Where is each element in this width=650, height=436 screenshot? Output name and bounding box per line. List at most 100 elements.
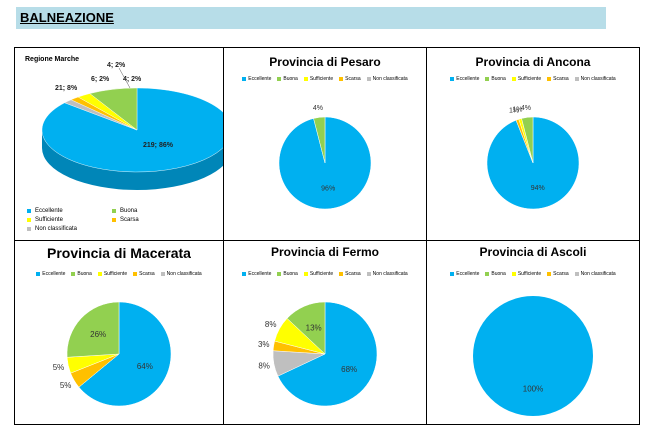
legend-label: Sufficiente	[309, 76, 334, 82]
legend-item: Scarsa	[339, 76, 361, 82]
legend-item: Scarsa	[112, 215, 197, 224]
legend: Eccellente Buona Sufficiente Scarsa Non clas…	[427, 76, 639, 82]
legend-swatch	[366, 77, 371, 81]
pie-chart-regione-marche: 219; 86% 4; 2% 4; 2% 6; 2% 21; 8%	[41, 62, 223, 190]
legend-item: Scarsa	[133, 271, 155, 277]
legend-swatch	[574, 272, 579, 276]
legend: Eccellente Buona Sufficiente Scarsa Non clas…	[427, 271, 639, 277]
legend-swatch	[485, 77, 490, 81]
legend-item: Scarsa	[547, 76, 569, 82]
legend-swatch	[366, 272, 371, 276]
pie-chart-fermo: 68% 8% 3% 8% 13%	[258, 301, 378, 407]
legend-label: Buona	[491, 76, 506, 82]
legend-item: Sufficiente	[27, 215, 112, 224]
data-label: 8%	[265, 320, 277, 329]
data-label: 8%	[258, 361, 270, 370]
legend-label: Eccellente	[248, 76, 272, 82]
legend-item: Sufficiente	[97, 271, 128, 277]
grid-divider	[223, 48, 224, 424]
legend-item: Non classificata	[366, 271, 408, 277]
data-label: 100%	[523, 385, 543, 394]
legend-swatch	[27, 217, 31, 222]
legend-item: Scarsa	[339, 271, 361, 277]
legend-swatch	[97, 272, 102, 276]
grid-divider	[15, 240, 639, 241]
pie-chart-macerata: 64% 5% 5% 26%	[53, 301, 172, 407]
legend: Eccellente Buona Sufficiente Scarsa Non clas…	[224, 271, 426, 277]
chart-title: Provincia di Pesaro	[269, 55, 381, 69]
legend-swatch	[160, 272, 165, 276]
legend-label: Sufficiente	[517, 76, 542, 82]
pie-slice-eccellente	[473, 296, 593, 416]
legend-item: Scarsa	[547, 271, 569, 277]
legend-item: Non classificata	[160, 271, 202, 277]
data-label: 5%	[53, 363, 65, 372]
legend-label: Non classificata	[35, 225, 78, 232]
legend-item: Eccellente	[242, 271, 271, 277]
legend-swatch	[450, 77, 455, 81]
legend-label: Buona	[283, 76, 298, 82]
data-label: 13%	[306, 323, 322, 332]
legend-swatch	[303, 77, 308, 81]
data-label: 4; 2%	[123, 76, 142, 83]
pie-slice-buona	[66, 301, 120, 358]
data-label: 21; 8%	[55, 85, 78, 92]
legend-swatch	[36, 272, 41, 276]
legend-label: Scarsa	[139, 271, 155, 277]
legend-label: Non classificata	[580, 76, 616, 82]
legend-label: Eccellente	[456, 76, 480, 82]
legend-label: Sufficiente	[517, 271, 542, 277]
legend-item: Sufficiente	[511, 76, 542, 82]
legend-item: Eccellente	[27, 206, 112, 215]
data-label: 64%	[137, 362, 153, 371]
legend-label: Sufficiente	[35, 216, 63, 223]
pie-chart-ancona: 94%1%1%4%	[486, 105, 580, 210]
chart-pesaro: Provincia di Pesaro Eccellente Buona Suffi…	[224, 48, 426, 240]
data-label: 68%	[341, 365, 357, 374]
legend-label: Non classificata	[372, 76, 408, 82]
legend-label: Buona	[283, 271, 298, 277]
legend-label: Buona	[120, 207, 138, 214]
legend-swatch	[485, 272, 490, 276]
legend-swatch	[242, 272, 247, 276]
pie-chart-pesaro: 96% 4%	[278, 105, 372, 210]
legend-swatch	[242, 77, 247, 81]
legend-label: Non classificata	[372, 271, 408, 277]
leader-line	[118, 67, 131, 89]
legend-item: Non classificata	[366, 76, 408, 82]
data-label: 6; 2%	[91, 76, 110, 83]
chart-title: Provincia di Ascoli	[479, 245, 587, 259]
chart-ascoli: Provincia di Ascoli Eccellente Buona Suffi…	[427, 241, 639, 424]
data-label: 1%	[509, 108, 519, 115]
legend-swatch	[277, 77, 282, 81]
legend-item: Sufficiente	[303, 76, 334, 82]
legend: Eccellente Buona Sufficiente Scarsa Non clas…	[15, 271, 223, 277]
legend-label: Buona	[77, 271, 92, 277]
legend-swatch	[511, 77, 516, 81]
legend-swatch	[547, 77, 552, 81]
legend-label: Scarsa	[120, 216, 139, 223]
legend-label: Sufficiente	[103, 271, 128, 277]
legend-swatch	[71, 272, 76, 276]
legend-label: Eccellente	[248, 271, 272, 277]
chart-regione-marche: Regione Marche 219; 86% 4; 2% 4; 2% 6; 2% 21…	[15, 48, 223, 240]
legend-item: Buona	[485, 76, 506, 82]
data-label: 4%	[313, 105, 323, 112]
section-banner: BALNEAZIONE	[16, 7, 606, 29]
legend-swatch	[277, 272, 282, 276]
legend: Eccellente Buona Sufficiente Scarsa Non …	[27, 206, 223, 233]
legend-item: Eccellente	[450, 271, 479, 277]
legend-label: Scarsa	[553, 76, 569, 82]
data-label: 1%	[512, 107, 522, 114]
legend-item: Eccellente	[36, 271, 65, 277]
legend-item: Sufficiente	[511, 271, 542, 277]
legend-swatch	[112, 208, 116, 213]
page-title: BALNEAZIONE	[20, 10, 114, 25]
legend-swatch	[574, 77, 579, 81]
data-label: 5%	[60, 381, 72, 390]
pie-slice-buona	[313, 116, 326, 164]
legend-label: Eccellente	[42, 271, 66, 277]
legend-swatch	[339, 77, 344, 81]
chart-title: Provincia di Macerata	[47, 245, 191, 261]
pie-slice-eccellente	[78, 301, 172, 407]
